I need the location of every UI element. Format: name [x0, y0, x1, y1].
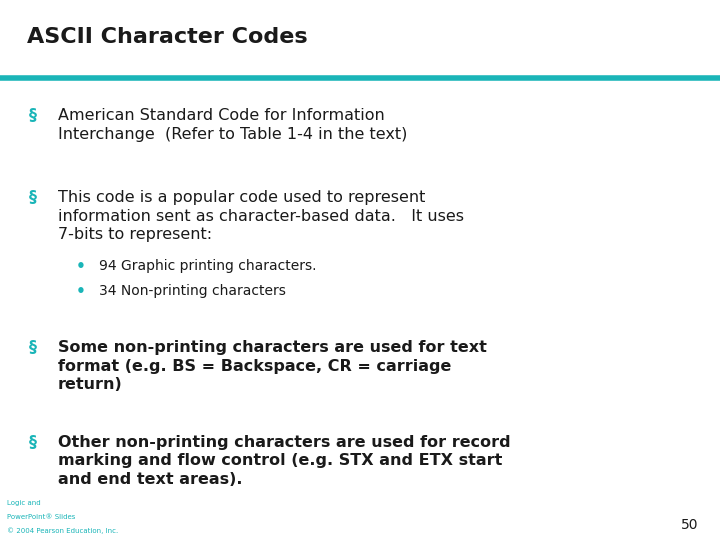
Text: Logic and: Logic and	[7, 500, 41, 505]
Text: This code is a popular code used to represent
information sent as character-base: This code is a popular code used to repr…	[58, 190, 464, 242]
Text: Some non-printing characters are used for text
format (e.g. BS = Backspace, CR =: Some non-printing characters are used fo…	[58, 340, 487, 393]
Text: 50: 50	[681, 518, 698, 532]
Text: §: §	[29, 340, 37, 355]
Text: §: §	[29, 435, 37, 450]
Text: §: §	[29, 108, 37, 123]
Text: §: §	[29, 190, 37, 205]
Text: ASCII Character Codes: ASCII Character Codes	[27, 27, 308, 47]
Text: Other non-printing characters are used for record
marking and flow control (e.g.: Other non-printing characters are used f…	[58, 435, 510, 487]
Text: •: •	[76, 259, 86, 274]
Text: © 2004 Pearson Education, Inc.: © 2004 Pearson Education, Inc.	[7, 528, 119, 534]
Text: American Standard Code for Information
Interchange  (Refer to Table 1-4 in the t: American Standard Code for Information I…	[58, 108, 407, 141]
Text: PowerPoint® Slides: PowerPoint® Slides	[7, 514, 76, 519]
Text: 34 Non-printing characters: 34 Non-printing characters	[99, 284, 286, 298]
Text: •: •	[76, 284, 86, 299]
Text: 94 Graphic printing characters.: 94 Graphic printing characters.	[99, 259, 316, 273]
